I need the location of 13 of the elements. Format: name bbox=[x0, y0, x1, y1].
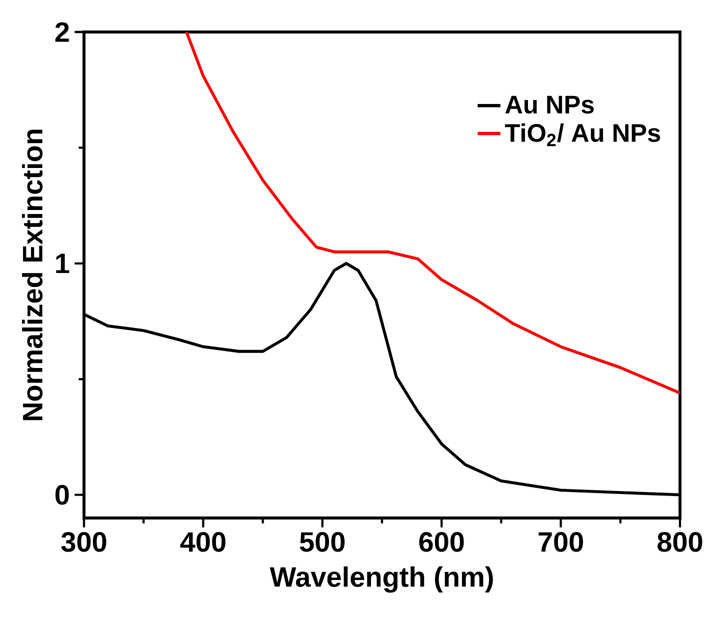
x-tick-label: 800 bbox=[658, 532, 702, 552]
y-tick-label: 1 bbox=[56, 254, 70, 274]
x-tick-label: 700 bbox=[538, 532, 583, 552]
x-tick-label: 300 bbox=[61, 532, 106, 552]
legend-label: Au NPs bbox=[505, 96, 594, 114]
x-axis-title: Wavelength (nm) bbox=[270, 566, 493, 593]
x-tick-label: 500 bbox=[300, 532, 345, 552]
y-tick-label: 0 bbox=[56, 484, 69, 505]
x-tick-label: 400 bbox=[180, 532, 226, 552]
x-tick-label: 600 bbox=[419, 532, 464, 552]
y-axis-title: Normalized Extinction bbox=[22, 130, 43, 420]
legend-label: TiO$_{2}$/ Au NPs bbox=[504, 123, 660, 146]
y-tick-label: 2 bbox=[55, 22, 69, 42]
